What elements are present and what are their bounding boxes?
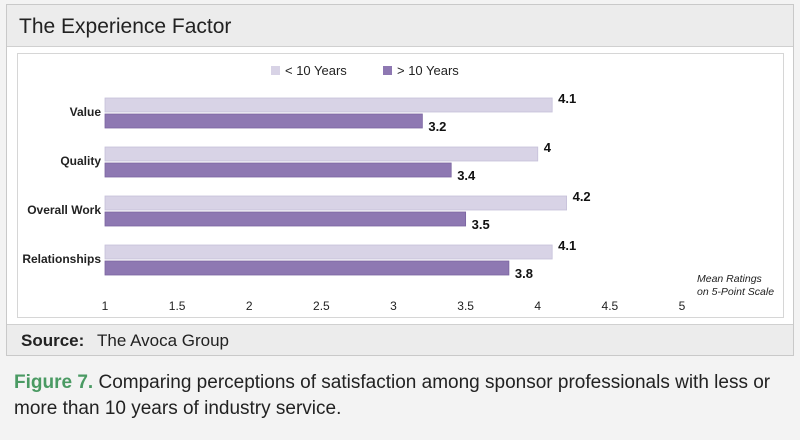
data-label: 4 [544, 140, 552, 155]
source-label: Source: [21, 331, 85, 350]
legend-swatch [383, 66, 392, 75]
category-label: Value [70, 105, 102, 119]
legend-label: < 10 Years [285, 63, 347, 78]
bar [104, 113, 423, 129]
chart-note-line: Mean Ratings [697, 273, 762, 285]
bar [104, 211, 467, 227]
data-label: 3.2 [428, 119, 446, 134]
caption-text: Comparing perceptions of satisfaction am… [14, 372, 771, 419]
category-label: Quality [60, 154, 101, 168]
category-label: Relationships [22, 252, 101, 266]
category-label: Overall Work [27, 203, 101, 217]
x-tick-label: 3.5 [457, 299, 474, 313]
x-tick-label: 3 [390, 299, 397, 313]
bar [104, 97, 553, 113]
x-tick-label: 1 [102, 299, 109, 313]
chart-area: < 10 Years > 10 Years Value 4.1 3.2 Quality 4 3… [17, 53, 784, 318]
data-label: 3.8 [515, 266, 533, 281]
legend-swatch [271, 66, 280, 75]
source-text: The Avoca Group [97, 331, 229, 350]
data-label: 4.1 [558, 91, 576, 106]
x-tick-label: 4.5 [602, 299, 619, 313]
title-bar: The Experience Factor [7, 5, 793, 47]
x-tick-label: 2 [246, 299, 253, 313]
x-tick-label: 1.5 [169, 299, 186, 313]
source-bar: Source: The Avoca Group [7, 324, 793, 355]
figure-caption: Figure 7. Comparing perceptions of satis… [14, 370, 784, 422]
figure-label: Figure 7. [14, 372, 94, 393]
x-tick-label: 4 [534, 299, 541, 313]
legend-label: > 10 Years [397, 63, 459, 78]
x-tick-label: 2.5 [313, 299, 330, 313]
chart-title: The Experience Factor [19, 15, 232, 38]
x-tick-label: 5 [679, 299, 686, 313]
bar [104, 260, 510, 276]
figure-panel: The Experience Factor < 10 Years > 10 Yea… [6, 4, 794, 356]
bar [104, 146, 539, 162]
data-label: 4.1 [558, 238, 576, 253]
bar [104, 244, 553, 260]
data-label: 3.5 [472, 217, 490, 232]
data-label: 3.4 [457, 168, 476, 183]
bar [104, 162, 452, 178]
chart-note-line: on 5-Point Scale [697, 286, 775, 298]
bar-chart: < 10 Years > 10 Years Value 4.1 3.2 Quality 4 3… [22, 63, 686, 313]
chart-note: Mean Ratings on 5-Point Scale [697, 273, 774, 299]
bar [104, 195, 568, 211]
data-label: 4.2 [573, 189, 591, 204]
